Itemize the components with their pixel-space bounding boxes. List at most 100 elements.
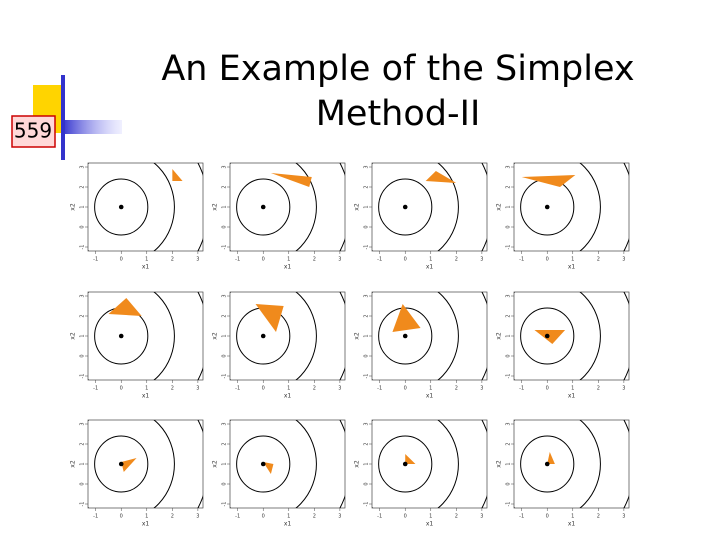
contour	[378, 178, 433, 236]
y-tick-label: 1	[80, 462, 86, 465]
optimum	[402, 461, 408, 467]
x-tick-label: 3	[480, 514, 483, 520]
y-axis-label: x2	[496, 203, 503, 211]
x-axis-label: x1	[426, 521, 434, 528]
y-tick-label: -1	[364, 245, 370, 250]
y-tick-label: 2	[222, 314, 228, 317]
x-tick-label: 0	[120, 257, 123, 263]
x-tick-label: 0	[404, 257, 407, 263]
contour	[230, 292, 317, 380]
optimum	[260, 333, 266, 339]
x-axis-label: x1	[142, 521, 150, 528]
y-tick-label: 3	[222, 422, 228, 425]
contour	[520, 435, 575, 493]
y-tick-label: -1	[80, 374, 86, 379]
panel: -1 0 1 2 3 -1 0 1 2 3 x1 x2	[354, 291, 488, 400]
y-tick-label: 2	[506, 442, 512, 445]
y-tick-label: 2	[80, 314, 86, 317]
accent-line	[61, 75, 65, 160]
x-tick-label: 1	[145, 386, 148, 392]
x-tick-label: 1	[287, 514, 290, 520]
x-tick-label: 2	[455, 386, 458, 392]
optimum	[118, 333, 124, 339]
y-tick-label: 3	[222, 294, 228, 297]
x-tick-label: 3	[196, 514, 199, 520]
contours	[372, 420, 487, 508]
plot-frame	[371, 162, 488, 252]
y-axis-label: x2	[70, 203, 77, 211]
simplex	[405, 454, 416, 464]
x-tick-label: 1	[571, 257, 574, 263]
x-tick-label: 1	[145, 257, 148, 263]
y-tick-label: 3	[222, 165, 228, 168]
x-tick-label: -1	[93, 514, 98, 520]
simplex	[534, 330, 566, 344]
x-tick-label: -1	[519, 514, 524, 520]
y-axis-label: x2	[354, 203, 361, 211]
y-tick-label: 1	[222, 462, 228, 465]
x-tick-label: 3	[338, 257, 341, 263]
panel: -1 0 1 2 3 -1 0 1 2 3 x1 x2	[212, 291, 346, 400]
y-axis-label: x2	[496, 460, 503, 468]
y-tick-label: 3	[506, 294, 512, 297]
y-tick-label: 1	[364, 334, 370, 337]
x-axis-label: x1	[284, 393, 292, 400]
panel: -1 0 1 2 3 -1 0 1 2 3 x1 x2	[70, 291, 204, 400]
x-axis-label: x1	[568, 521, 576, 528]
x-axis-label: x1	[142, 264, 150, 271]
y-tick-label: -1	[222, 502, 228, 507]
simplex	[108, 298, 142, 316]
y-tick-label: 2	[364, 442, 370, 445]
x-tick-label: 0	[262, 257, 265, 263]
plot-frame	[513, 291, 630, 381]
panel: -1 0 1 2 3 -1 0 1 2 3 x1 x2	[212, 419, 346, 528]
x-tick-label: 2	[313, 257, 316, 263]
y-tick-label: 0	[222, 354, 228, 357]
plot-frame	[371, 291, 488, 381]
y-tick-label: 1	[222, 334, 228, 337]
panel: -1 0 1 2 3 -1 0 1 2 3 x1 x2	[70, 419, 204, 528]
y-tick-label: 0	[364, 354, 370, 357]
x-tick-label: 1	[571, 514, 574, 520]
title-line: Method-II	[316, 94, 481, 134]
y-tick-label: 1	[506, 462, 512, 465]
contour	[378, 435, 433, 493]
x-tick-label: -1	[93, 386, 98, 392]
plot-frame	[87, 162, 204, 252]
y-tick-label: 3	[364, 422, 370, 425]
panel: -1 0 1 2 3 -1 0 1 2 3 x1 x2	[496, 419, 630, 528]
contour	[94, 435, 149, 493]
x-tick-label: -1	[93, 257, 98, 263]
contour	[372, 420, 459, 508]
contours	[514, 292, 629, 380]
y-tick-label: 3	[80, 165, 86, 168]
x-tick-label: 0	[262, 386, 265, 392]
y-tick-label: 0	[80, 482, 86, 485]
x-tick-label: -1	[235, 514, 240, 520]
contour	[514, 420, 601, 508]
y-tick-label: 3	[506, 422, 512, 425]
x-tick-label: 1	[571, 386, 574, 392]
contour	[520, 307, 575, 365]
title-line: An Example of the Simplex	[161, 49, 634, 89]
x-tick-label: 0	[404, 514, 407, 520]
optimum	[544, 333, 550, 339]
x-tick-label: 1	[287, 257, 290, 263]
x-tick-label: 0	[404, 386, 407, 392]
x-tick-label: -1	[235, 257, 240, 263]
y-tick-label: -1	[506, 245, 512, 250]
y-axis-label: x2	[354, 460, 361, 468]
y-axis-label: x2	[70, 460, 77, 468]
x-tick-label: -1	[519, 257, 524, 263]
x-tick-label: 2	[171, 514, 174, 520]
x-axis-label: x1	[284, 264, 292, 271]
x-tick-label: 3	[196, 257, 199, 263]
panel: -1 0 1 2 3 -1 0 1 2 3 x1 x2	[354, 162, 488, 271]
x-tick-label: 3	[622, 257, 625, 263]
y-tick-label: 2	[222, 442, 228, 445]
contours	[230, 420, 345, 508]
simplex	[255, 304, 284, 332]
simplex	[521, 175, 576, 187]
y-tick-label: 0	[222, 482, 228, 485]
y-axis-label: x2	[496, 332, 503, 340]
